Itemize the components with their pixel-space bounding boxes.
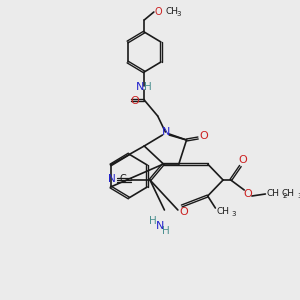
Text: 2: 2 xyxy=(282,193,287,199)
Text: CH: CH xyxy=(165,8,178,16)
Text: O: O xyxy=(155,7,163,17)
Text: CH: CH xyxy=(267,190,280,199)
Text: CH: CH xyxy=(282,190,295,199)
Text: H: H xyxy=(163,226,170,236)
Text: CH: CH xyxy=(217,208,230,217)
Text: 3: 3 xyxy=(177,11,182,16)
Text: O: O xyxy=(179,207,188,217)
Text: N: N xyxy=(162,127,170,137)
Text: O: O xyxy=(238,155,247,165)
Text: O: O xyxy=(200,131,208,141)
Text: H: H xyxy=(149,216,157,226)
Text: 3: 3 xyxy=(231,211,236,217)
Text: O: O xyxy=(244,189,252,199)
Text: N: N xyxy=(108,174,116,184)
Text: H: H xyxy=(144,82,152,92)
Text: C: C xyxy=(119,174,126,184)
Text: 3: 3 xyxy=(298,193,300,199)
Text: N: N xyxy=(136,82,145,92)
Text: N: N xyxy=(155,221,164,231)
Text: O: O xyxy=(130,96,139,106)
